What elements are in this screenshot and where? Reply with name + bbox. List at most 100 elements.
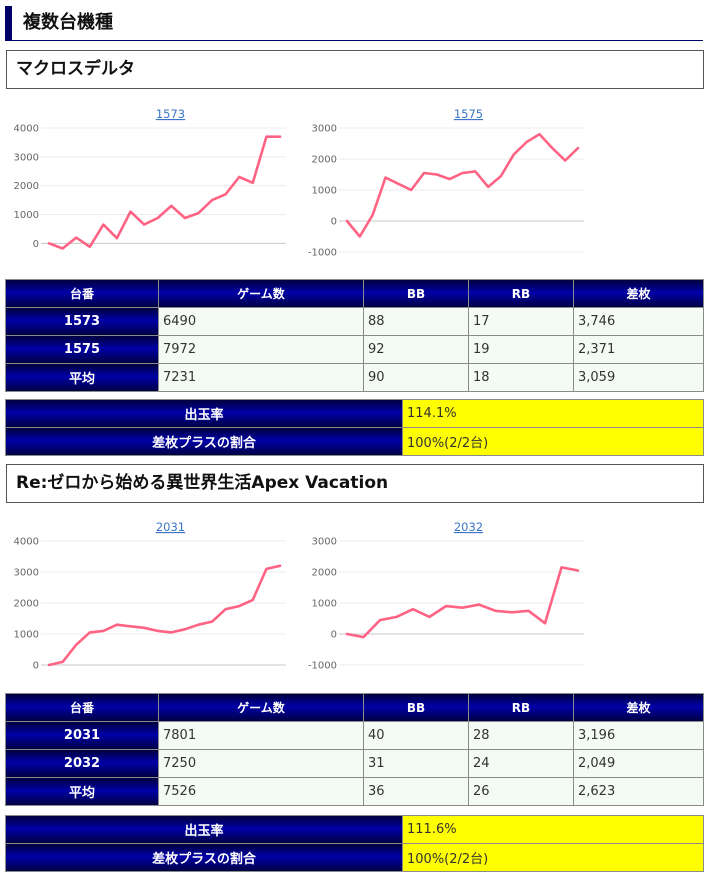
bb-cell: 36 <box>363 777 469 806</box>
plus-ratio-value: 100%(2/2台) <box>402 843 704 872</box>
data-point <box>371 213 374 216</box>
data-point <box>88 631 91 634</box>
bb-cell: 31 <box>363 749 469 778</box>
data-point <box>129 625 132 628</box>
data-point <box>512 153 515 156</box>
data-point <box>156 217 159 219</box>
bb-cell: 90 <box>363 363 469 392</box>
games-cell: 7972 <box>158 335 364 364</box>
data-point <box>75 236 78 239</box>
header-unit-no: 台番 <box>5 693 159 722</box>
header-diff: 差枚 <box>573 279 704 308</box>
y-tick-label: 2000 <box>312 155 337 166</box>
chart-svg: 2032 -1000 0 1000 2000 3000 <box>308 520 584 672</box>
unit-no: 1573 <box>5 307 159 336</box>
header-games: ゲーム数 <box>158 693 364 722</box>
data-point <box>265 568 268 570</box>
plus-ratio-row: 差枚プラスの割合 100%(2/2台) <box>5 843 704 872</box>
data-point <box>279 135 281 138</box>
chart-title-link[interactable]: 1575 <box>454 107 483 121</box>
data-point <box>197 623 200 626</box>
payout-value: 114.1% <box>402 399 704 428</box>
y-tick-label: 0 <box>331 630 337 641</box>
y-tick-label: 2000 <box>14 181 39 192</box>
data-point <box>494 609 497 612</box>
data-point <box>116 237 118 240</box>
data-point <box>410 189 413 191</box>
plus-ratio-row: 差枚プラスの割合 100%(2/2台) <box>5 427 704 456</box>
summary-table: 出玉率 111.6% 差枚プラスの割合 100%(2/2台) <box>5 815 704 872</box>
games-cell: 7231 <box>158 363 364 392</box>
bb-cell: 88 <box>363 307 469 336</box>
line-chart: 1575 -1000 0 1000 2000 3000 <box>303 104 588 266</box>
header-bb: BB <box>363 279 469 308</box>
data-point <box>211 199 213 201</box>
payout-value: 111.6% <box>402 815 704 844</box>
data-point <box>478 603 480 606</box>
data-point <box>448 178 451 181</box>
header-rb: RB <box>468 693 574 722</box>
payout-row: 出玉率 114.1% <box>5 399 704 428</box>
chart-title-link[interactable]: 1573 <box>156 107 185 121</box>
series-line <box>47 135 282 250</box>
bb-cell: 92 <box>363 335 469 364</box>
data-point <box>445 605 447 607</box>
data-point <box>238 176 241 178</box>
data-point <box>564 159 567 162</box>
games-cell: 7250 <box>158 749 364 778</box>
data-point <box>544 622 546 625</box>
line-chart: 2032 -1000 0 1000 2000 3000 <box>303 517 588 679</box>
diff-cell: 3,196 <box>573 721 704 750</box>
data-point <box>362 636 365 638</box>
chart-svg: 1573 0 1000 2000 3000 4000 <box>14 107 286 250</box>
rb-cell: 28 <box>468 721 574 750</box>
diff-cell: 2,049 <box>573 749 704 778</box>
plus-ratio-label: 差枚プラスの割合 <box>5 843 403 872</box>
chart-title-link[interactable]: 2032 <box>454 520 483 534</box>
payout-label: 出玉率 <box>5 815 403 844</box>
chart-title-link[interactable]: 2031 <box>156 520 185 534</box>
chart-svg: 1575 -1000 0 1000 2000 3000 <box>308 107 584 259</box>
y-tick-label: 0 <box>331 217 337 228</box>
data-point <box>238 605 241 607</box>
y-tick-label: 4000 <box>14 537 39 548</box>
y-tick-label: 1000 <box>14 210 39 221</box>
rb-cell: 24 <box>468 749 574 778</box>
unit-table: 台番 ゲーム数 BB RB 差枚 1573 6490 88 17 3,746 1… <box>5 279 704 392</box>
line-chart: 1573 0 1000 2000 3000 4000 <box>5 104 290 266</box>
data-point <box>527 609 530 612</box>
bb-cell: 40 <box>363 721 469 750</box>
series-line <box>345 566 580 639</box>
data-point <box>143 626 146 629</box>
header-bb: BB <box>363 693 469 722</box>
payout-label: 出玉率 <box>5 399 403 428</box>
data-point <box>395 616 398 618</box>
data-point <box>384 176 387 179</box>
data-point <box>279 564 281 567</box>
data-point <box>265 135 268 138</box>
data-point <box>397 182 400 185</box>
table-row: 1575 7972 92 19 2,371 <box>5 335 704 364</box>
data-point <box>577 569 579 572</box>
data-point <box>525 141 528 143</box>
line-chart: 2031 0 1000 2000 3000 4000 <box>5 517 290 679</box>
data-point <box>170 631 173 634</box>
diff-cell: 2,623 <box>573 777 704 806</box>
y-tick-label: -1000 <box>308 248 337 259</box>
data-point <box>48 664 50 666</box>
data-point <box>183 628 186 631</box>
rb-cell: 17 <box>468 307 574 336</box>
data-point <box>358 235 361 238</box>
average-label: 平均 <box>5 363 159 392</box>
data-point <box>197 212 200 214</box>
diff-cell: 2,371 <box>573 335 704 364</box>
y-tick-label: -1000 <box>308 661 337 672</box>
data-point <box>346 633 348 635</box>
data-point <box>129 210 132 213</box>
data-point <box>116 623 118 626</box>
table-row: 2032 7250 31 24 2,049 <box>5 749 704 778</box>
machine-title: Re:ゼロから始める異世界生活Apex Vacation <box>6 464 704 503</box>
data-point <box>487 186 490 188</box>
y-tick-label: 2000 <box>14 599 39 610</box>
y-tick-label: 1000 <box>312 599 337 610</box>
